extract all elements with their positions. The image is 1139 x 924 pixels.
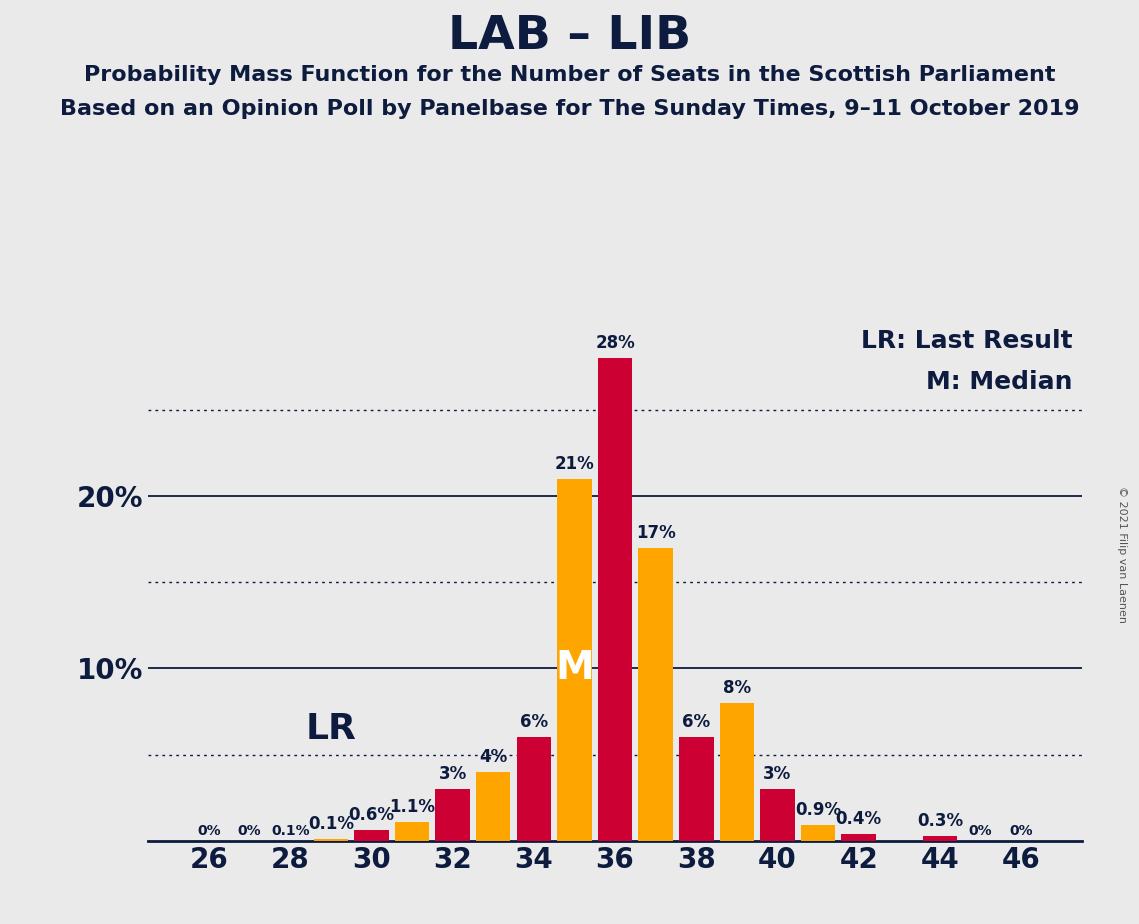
- Text: 0%: 0%: [968, 823, 992, 838]
- Bar: [923, 835, 957, 841]
- Text: LAB – LIB: LAB – LIB: [448, 14, 691, 59]
- Text: 1.1%: 1.1%: [390, 797, 435, 816]
- Text: LR: LR: [305, 711, 357, 746]
- Text: 3%: 3%: [439, 765, 467, 783]
- Bar: [760, 789, 795, 841]
- Text: 8%: 8%: [723, 679, 751, 697]
- Bar: [435, 789, 470, 841]
- Text: 0%: 0%: [1009, 823, 1033, 838]
- Text: LR: Last Result: LR: Last Result: [861, 329, 1073, 353]
- Text: 0.4%: 0.4%: [836, 810, 882, 828]
- Bar: [638, 548, 673, 841]
- Text: 0%: 0%: [197, 823, 221, 838]
- Text: 0.1%: 0.1%: [271, 823, 310, 838]
- Bar: [354, 831, 388, 841]
- Text: 0.3%: 0.3%: [917, 811, 962, 830]
- Text: 4%: 4%: [480, 748, 507, 766]
- Text: 0.1%: 0.1%: [308, 815, 354, 833]
- Bar: [476, 772, 510, 841]
- Text: 17%: 17%: [636, 524, 675, 541]
- Text: 6%: 6%: [519, 713, 548, 731]
- Text: M: Median: M: Median: [926, 370, 1073, 394]
- Bar: [313, 839, 349, 841]
- Bar: [517, 737, 551, 841]
- Bar: [801, 825, 835, 841]
- Text: M: M: [555, 650, 593, 687]
- Bar: [598, 358, 632, 841]
- Text: Probability Mass Function for the Number of Seats in the Scottish Parliament: Probability Mass Function for the Number…: [84, 65, 1055, 85]
- Bar: [557, 479, 592, 841]
- Bar: [720, 703, 754, 841]
- Text: © 2021 Filip van Laenen: © 2021 Filip van Laenen: [1117, 486, 1126, 623]
- Text: 21%: 21%: [555, 455, 595, 472]
- Bar: [842, 834, 876, 841]
- Text: 0.6%: 0.6%: [349, 807, 394, 824]
- Text: 0.9%: 0.9%: [795, 801, 842, 820]
- Text: 0%: 0%: [238, 823, 262, 838]
- Bar: [395, 821, 429, 841]
- Bar: [679, 737, 713, 841]
- Text: Based on an Opinion Poll by Panelbase for The Sunday Times, 9–11 October 2019: Based on an Opinion Poll by Panelbase fo…: [59, 99, 1080, 119]
- Text: 28%: 28%: [596, 334, 634, 352]
- Text: 3%: 3%: [763, 765, 792, 783]
- Text: 6%: 6%: [682, 713, 711, 731]
